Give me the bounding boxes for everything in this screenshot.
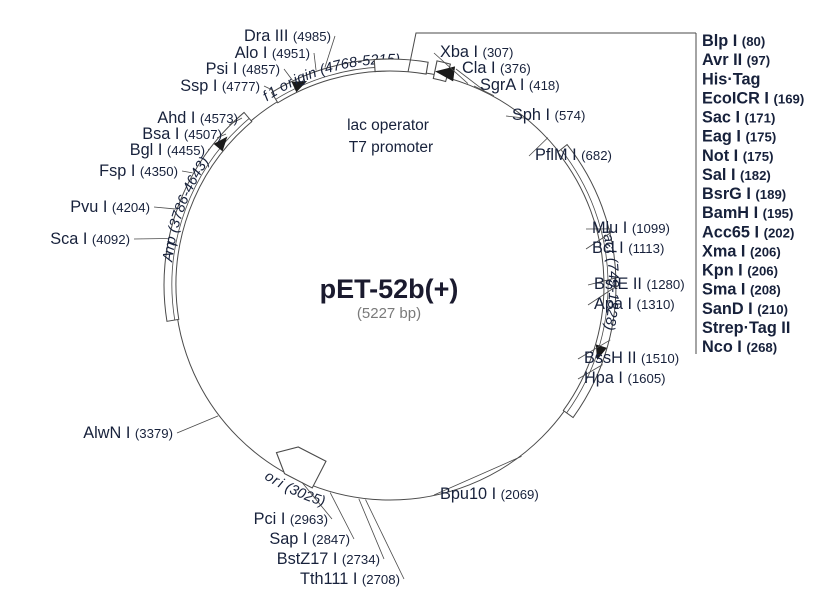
svg-text:Fsp I (4350): Fsp I (4350) [99,162,178,180]
svg-text:Apa I (1310): Apa I (1310) [594,295,675,313]
svg-text:SgrA I (418): SgrA I (418) [480,76,560,94]
svg-text:Strep·Tag II: Strep·Tag II [702,319,790,337]
svg-text:Sal I (182): Sal I (182) [702,166,771,184]
svg-text:Sap I (2847): Sap I (2847) [269,530,350,548]
svg-text:T7 promoter: T7 promoter [349,139,433,156]
svg-text:BssH II (1510): BssH II (1510) [584,349,679,367]
svg-text:pET-52b(+): pET-52b(+) [320,274,459,304]
svg-text:Bgl I (4455): Bgl I (4455) [130,141,205,159]
svg-text:Avr II (97): Avr II (97) [702,51,770,69]
svg-text:BstZ17 I (2734): BstZ17 I (2734) [277,550,380,568]
svg-text:Nco I (268): Nco I (268) [702,338,777,356]
svg-text:lac operator: lac operator [347,117,429,134]
svg-text:Sca I (4092): Sca I (4092) [50,230,130,248]
svg-text:His·Tag: His·Tag [702,70,761,88]
svg-text:Sph I (574): Sph I (574) [512,106,585,124]
svg-text:Xma I (206): Xma I (206) [702,242,781,260]
svg-text:Alo I (4951): Alo I (4951) [235,44,310,62]
svg-text:Acc65 I (202): Acc65 I (202) [702,223,794,241]
svg-text:Pvu I (4204): Pvu I (4204) [70,198,150,216]
svg-text:Pci I (2963): Pci I (2963) [254,510,328,528]
svg-text:Sac I (171): Sac I (171) [702,109,775,127]
svg-text:Tth111 I (2708): Tth111 I (2708) [300,570,400,588]
svg-text:Bcl I (1113): Bcl I (1113) [592,239,664,257]
svg-text:Not I (175): Not I (175) [702,147,774,165]
svg-text:Bpu10 I (2069): Bpu10 I (2069) [440,485,539,503]
svg-text:Psi I (4857): Psi I (4857) [206,60,280,78]
svg-text:Eag I (175): Eag I (175) [702,128,776,146]
svg-text:Cla I (376): Cla I (376) [462,59,531,77]
svg-text:PflM I (682): PflM I (682) [535,146,612,164]
svg-text:BsrG I (189): BsrG I (189) [702,185,786,203]
svg-text:BamH I (195): BamH I (195) [702,204,793,222]
svg-text:Kpn I (206): Kpn I (206) [702,262,778,280]
svg-text:Dra III (4985): Dra III (4985) [244,27,331,45]
svg-text:Ssp I (4777): Ssp I (4777) [180,77,260,95]
svg-text:SanD I (210): SanD I (210) [702,300,788,318]
svg-text:(5227 bp): (5227 bp) [357,305,421,322]
svg-text:Sma I (208): Sma I (208) [702,281,781,299]
svg-text:Hpa I (1605): Hpa I (1605) [584,369,666,387]
svg-text:Blp I (80): Blp I (80) [702,32,765,50]
svg-text:Mlu I (1099): Mlu I (1099) [592,219,670,237]
svg-text:AlwN I (3379): AlwN I (3379) [83,424,173,442]
svg-text:EcoICR I (169): EcoICR I (169) [702,89,804,107]
svg-text:BstE II (1280): BstE II (1280) [594,275,685,293]
